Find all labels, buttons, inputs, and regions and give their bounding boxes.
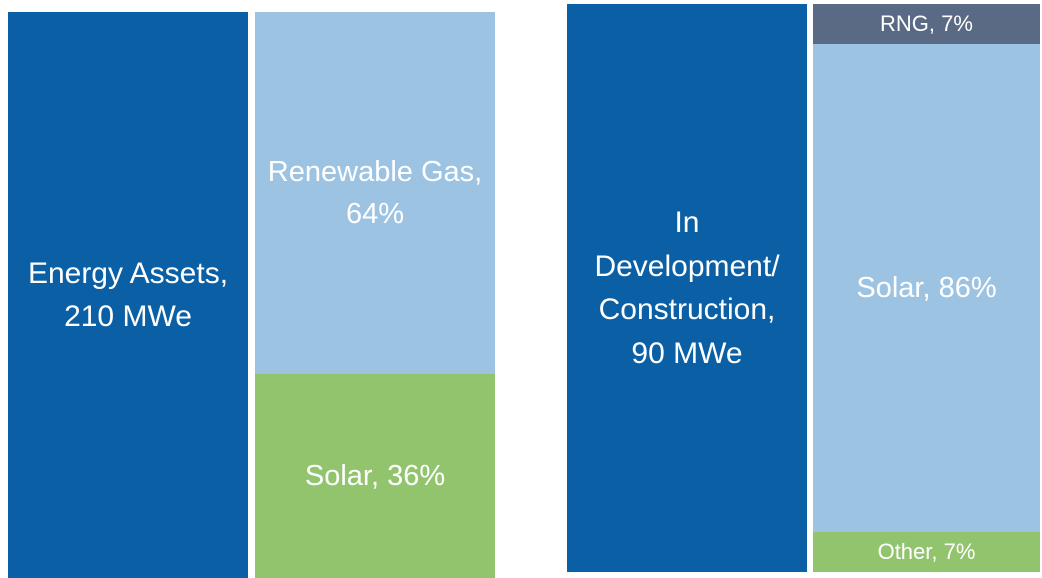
segment: Solar, 86% — [813, 43, 1040, 533]
segment: Solar, 36% — [255, 374, 495, 578]
segment: RNG, 7% — [813, 4, 1040, 44]
group-label: Energy Assets, 210 MWe — [8, 12, 248, 578]
segment: Other, 7% — [813, 532, 1040, 572]
group-label: In Development/ Construction, 90 MWe — [567, 4, 807, 572]
segment: Renewable Gas, 64% — [255, 12, 495, 375]
